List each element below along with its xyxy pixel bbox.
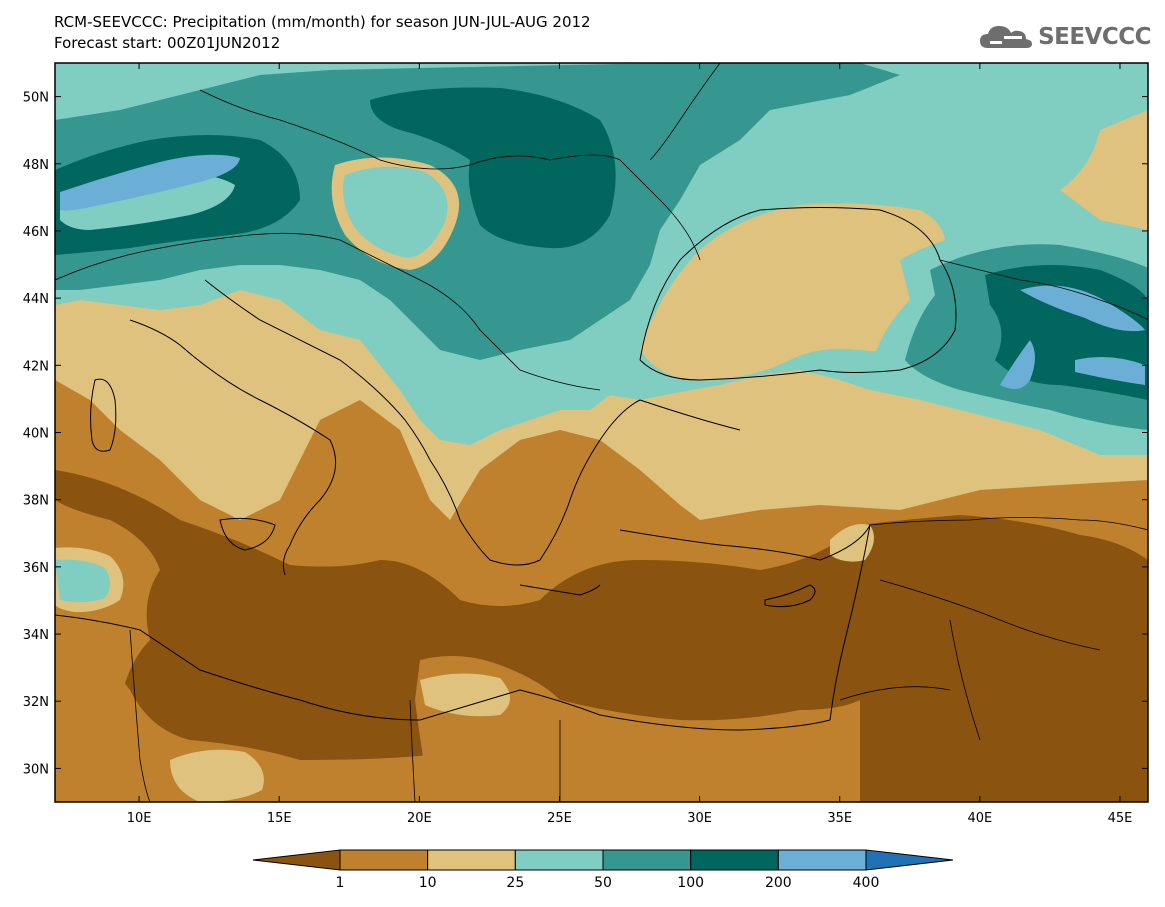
lon-tick-label: 35E [827,811,852,826]
map-title: RCM-SEEVCCC: Precipitation (mm/month) fo… [54,13,591,31]
precip-band-10-25-levant [830,524,874,562]
coastlines [55,207,957,731]
coastline-levant [829,524,871,721]
map-axes: 30N 32N 34N 36N 38N 40N 42N 44N 46N 48N 50N 10E 15E 2… [23,63,1148,826]
colorbar-segment [339,849,429,871]
colorbar-segment [777,849,867,871]
border-ukraine [619,63,721,261]
precip-band-25-50-alps [60,173,235,230]
colorbar-segment [427,849,516,871]
coastline-black-sea [639,207,957,381]
precip-band-1-10-libya [55,640,440,802]
border-caucasus [939,259,1148,321]
colorbar-label: 50 [594,875,612,891]
lat-tick-label: 44N [23,292,49,307]
coastline-adriatic [204,279,431,461]
logo-text: SEEVCCC [1038,24,1151,50]
precip-band-200-400-alps [60,154,240,211]
lat-tick-label: 48N [23,158,49,173]
lon-tick-label: 10E [127,811,152,826]
precip-band-25-50-tunisia [55,559,110,603]
coastline-italy [129,319,337,576]
lon-tick-label: 15E [267,811,292,826]
cloud-icon [980,26,1033,48]
lat-tick-label: 36N [23,561,49,576]
precip-band-1-10-egypt [415,656,860,802]
seevccc-logo: SEEVCCC [978,22,1151,52]
precip-band-10-25-egypt-spot [420,673,510,717]
colorbar-arrow-low [252,849,341,871]
country-borders [55,63,1148,802]
colorbar-label: 200 [765,875,792,891]
precip-band-200-400-caucasus-se [1075,356,1145,385]
coastline-sicily [219,517,276,551]
coastline-greece [429,439,601,566]
border-middle-east [839,579,1101,741]
coastline-turkey [599,399,871,561]
lon-tick-label: 20E [407,811,432,826]
precip-band-10-25-east [1060,123,1148,230]
lon-tick-label: 25E [547,811,572,826]
lon-tick-label: 40E [967,811,992,826]
coastline-crete [519,584,601,596]
colorbar: 1 10 25 50 100 200 400 [252,849,954,891]
precip-band-100-200 [370,87,616,249]
colorbar-label: 10 [419,875,437,891]
border-turkey-syria [869,517,1148,531]
colorbar-label: 1 [336,875,345,891]
lon-tick-label: 45E [1108,811,1133,826]
precip-band-25-50-hungary [342,166,448,258]
precip-band-10-25-libya-spot [170,749,264,802]
colorbar-segment [602,849,692,871]
lat-tick-label: 42N [23,359,49,374]
forecast-start-label: Forecast start: 00Z01JUN2012 [54,34,281,52]
precipitation-field [55,63,1148,802]
colorbar-label: 100 [677,875,704,891]
colorbar-label: 400 [853,875,880,891]
lat-tick-label: 34N [23,628,49,643]
coastline-cyprus [764,584,816,608]
lat-tick-label: 30N [23,762,49,777]
coastline-north-africa [55,614,831,731]
border-north-africa [129,629,561,802]
precip-band-200-400-caucasus [1020,285,1145,332]
border-alps [55,232,341,281]
colorbar-label: 25 [506,875,524,891]
border-balkans [339,239,601,391]
lat-tick-label: 40N [23,427,49,442]
colorbar-arrow-high [865,849,954,871]
precip-band-200-400-caucasus-south [1000,340,1035,389]
colorbar-segment [514,849,604,871]
precip-band-below-1 [55,470,1148,802]
colorbar-segment [690,849,779,871]
lat-tick-label: 46N [23,225,49,240]
coastline-sardinia [90,378,117,452]
border-central-europe [199,89,621,170]
lat-tick-label: 32N [23,695,49,710]
lat-tick-label: 50N [23,91,49,106]
lat-tick-label: 38N [23,494,49,509]
lon-tick-label: 30E [687,811,712,826]
